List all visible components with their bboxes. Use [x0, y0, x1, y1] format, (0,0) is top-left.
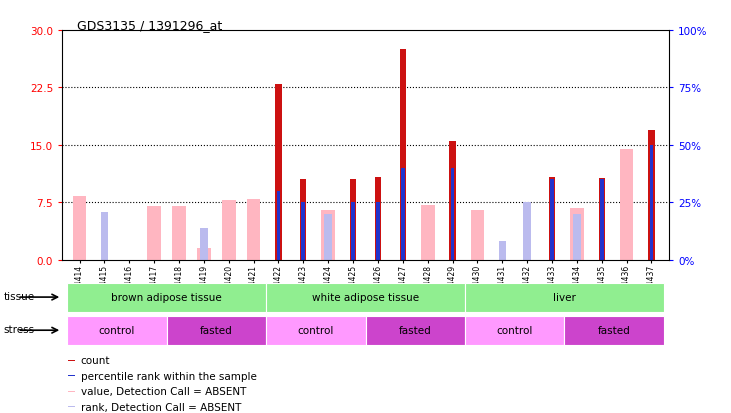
Bar — [222, 201, 235, 260]
Bar — [573, 214, 580, 260]
Bar — [301, 203, 306, 260]
Bar — [350, 180, 356, 260]
Bar — [68, 360, 75, 361]
Text: fasted: fasted — [598, 325, 631, 335]
Bar — [197, 249, 211, 260]
Text: brown adipose tissue: brown adipose tissue — [111, 292, 222, 302]
Bar — [148, 206, 161, 260]
Bar — [68, 391, 75, 392]
Bar — [247, 199, 260, 260]
Bar — [101, 212, 108, 260]
Text: control: control — [99, 325, 135, 335]
Bar — [200, 228, 208, 260]
Text: rank, Detection Call = ABSENT: rank, Detection Call = ABSENT — [81, 401, 241, 412]
Bar — [421, 205, 434, 260]
Bar — [366, 316, 465, 345]
Bar — [599, 178, 605, 260]
Text: control: control — [298, 325, 334, 335]
Bar — [376, 203, 380, 260]
Bar — [67, 316, 167, 345]
Text: control: control — [496, 325, 533, 335]
Bar — [471, 211, 484, 260]
Text: liver: liver — [553, 292, 576, 302]
Bar — [465, 283, 664, 312]
Bar — [550, 180, 554, 260]
Bar — [375, 178, 381, 260]
Bar — [451, 169, 455, 260]
Text: tissue: tissue — [4, 291, 35, 301]
Bar — [173, 206, 186, 260]
Bar — [351, 203, 355, 260]
Bar — [167, 316, 266, 345]
Bar — [72, 197, 86, 260]
Bar — [266, 283, 465, 312]
Bar — [523, 203, 531, 260]
Bar — [68, 406, 75, 407]
Text: count: count — [81, 356, 110, 366]
Text: GDS3135 / 1391296_at: GDS3135 / 1391296_at — [77, 19, 222, 31]
Bar — [322, 211, 335, 260]
Text: percentile rank within the sample: percentile rank within the sample — [81, 371, 257, 381]
Bar — [276, 191, 280, 260]
Bar — [465, 316, 564, 345]
Bar — [648, 131, 654, 260]
Text: white adipose tissue: white adipose tissue — [312, 292, 419, 302]
Bar — [276, 84, 281, 260]
Bar — [564, 316, 664, 345]
Text: stress: stress — [4, 325, 35, 335]
Bar — [620, 150, 634, 260]
Bar — [450, 142, 455, 260]
Bar — [68, 375, 75, 376]
Bar — [549, 178, 555, 260]
Bar — [650, 146, 654, 260]
Text: fasted: fasted — [200, 325, 232, 335]
Bar — [600, 180, 604, 260]
Text: fasted: fasted — [399, 325, 431, 335]
Text: value, Detection Call = ABSENT: value, Detection Call = ABSENT — [81, 386, 246, 396]
Bar — [325, 214, 332, 260]
Bar — [67, 283, 266, 312]
Bar — [499, 242, 506, 260]
Bar — [300, 180, 306, 260]
Bar — [266, 316, 366, 345]
Bar — [570, 208, 583, 260]
Bar — [400, 50, 406, 260]
Bar — [401, 169, 405, 260]
